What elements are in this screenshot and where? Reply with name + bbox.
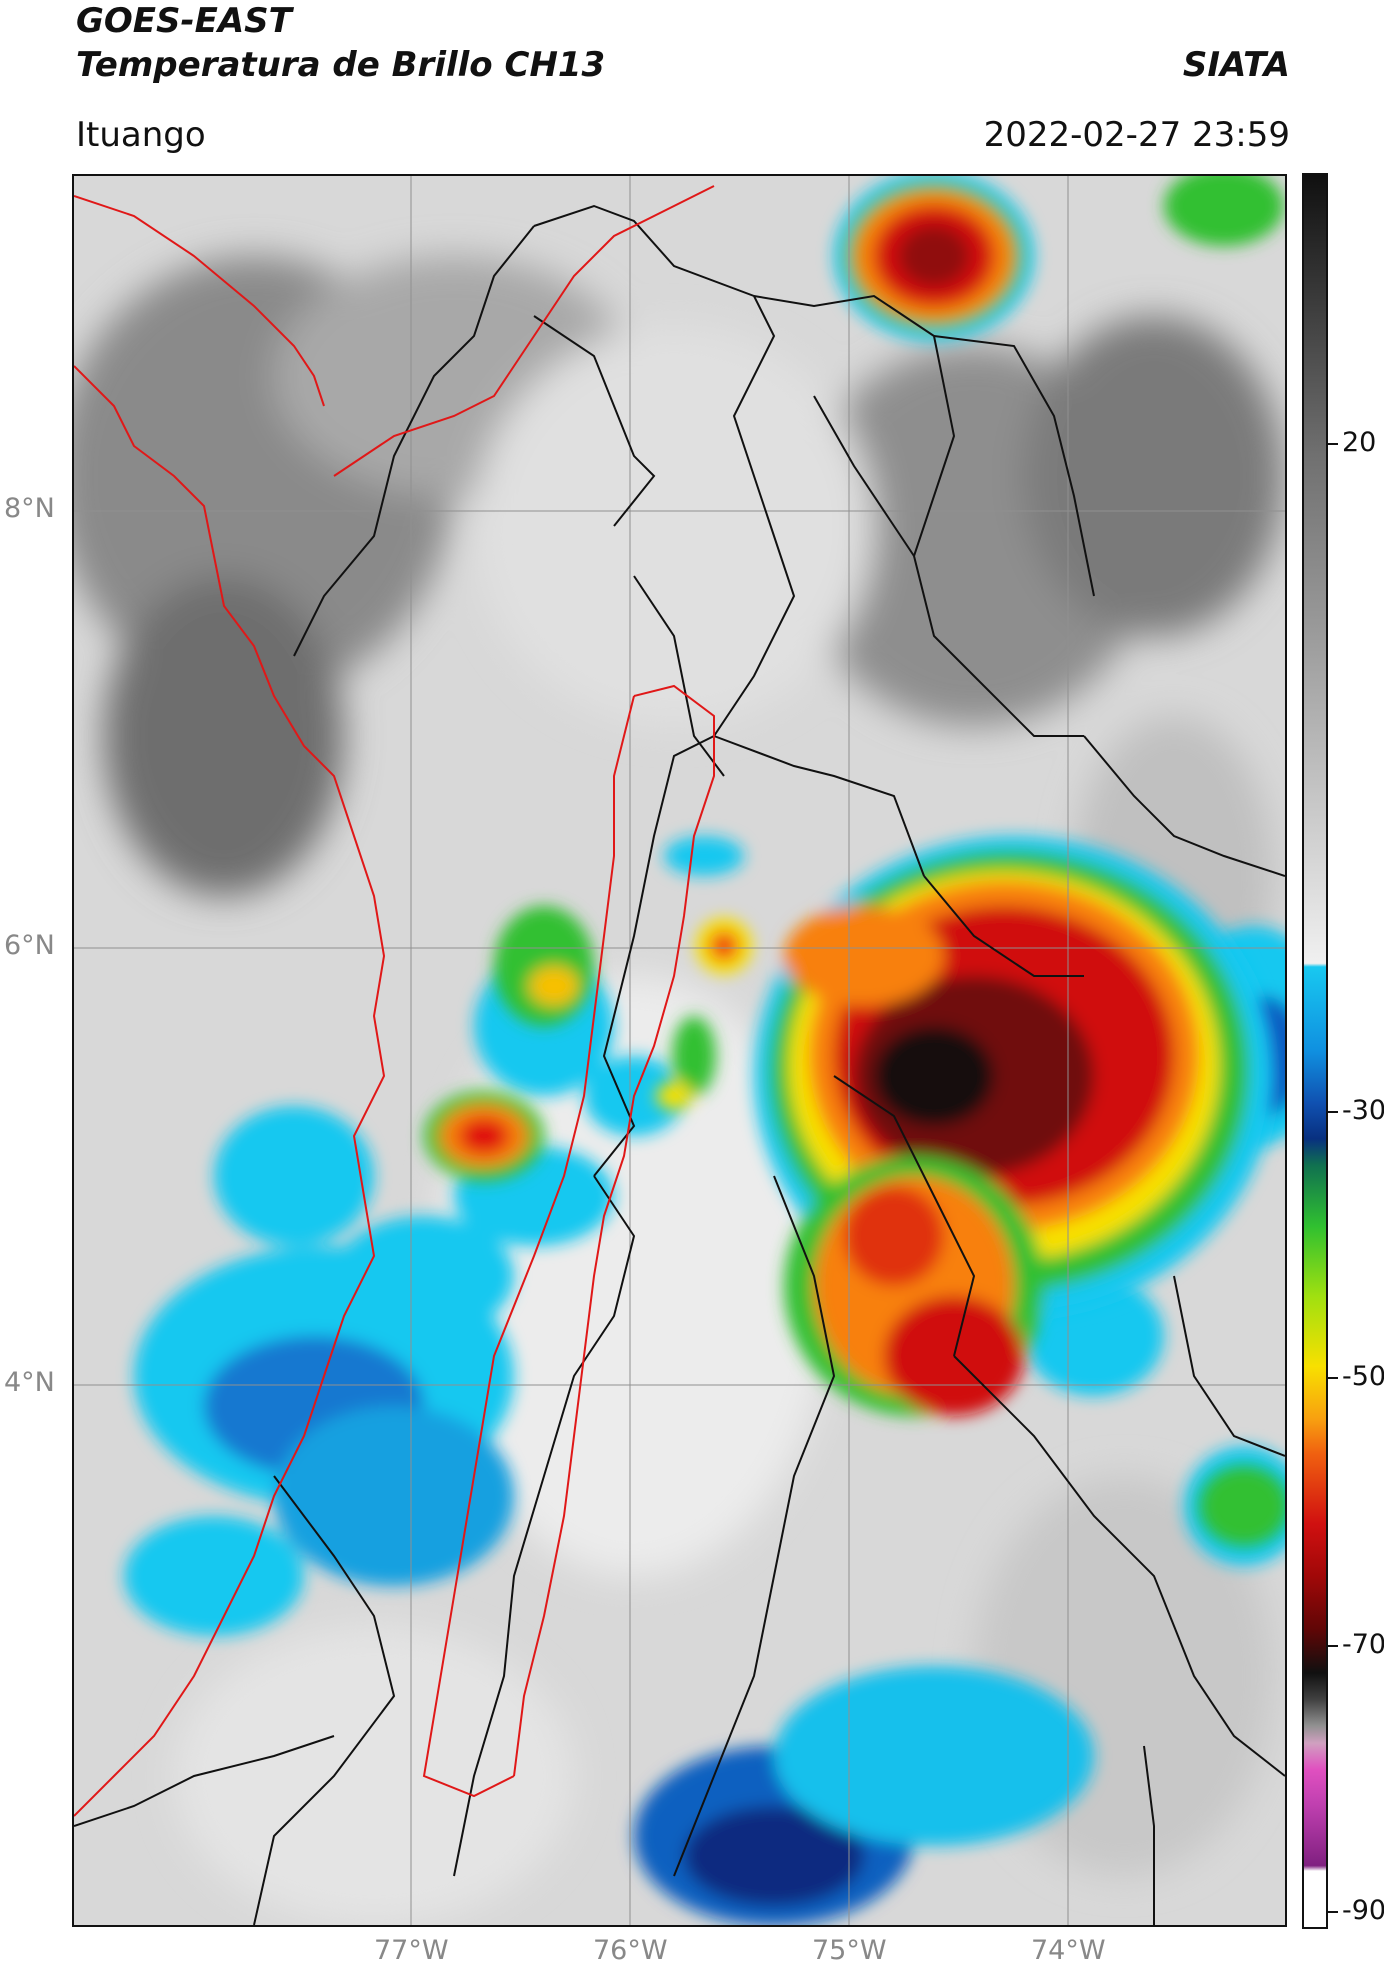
convective-cells-small (424, 906, 1285, 1546)
satellite-map (72, 174, 1287, 1927)
colorbar-label-minus30: -30 (1342, 1095, 1384, 1126)
colorbar-tick-minus90 (1328, 1911, 1338, 1913)
colorbar-tick-minus50 (1328, 1377, 1338, 1379)
lon-label-74w: 74°W (1031, 1935, 1106, 1966)
colorbar-tick-minus70 (1328, 1645, 1338, 1647)
colorbar-label-minus90: -90 (1342, 1895, 1384, 1926)
colorbar-tick-20 (1328, 443, 1338, 445)
timestamp-label: 2022-02-27 23:59 (983, 115, 1290, 155)
organization-label: SIATA (1182, 45, 1290, 85)
department-boundaries (74, 204, 1285, 1925)
coastline-and-basin (74, 185, 715, 1817)
map-title-line2: Temperatura de Brillo CH13 (76, 45, 606, 85)
convective-system-north (834, 176, 1284, 341)
colorbar-label-minus70: -70 (1342, 1629, 1384, 1660)
lat-label-8n: 8°N (4, 493, 55, 524)
lon-label-76w: 76°W (593, 1935, 668, 1966)
convective-system-main (754, 836, 1274, 1416)
colorbar-tick-minus30 (1328, 1111, 1338, 1113)
colorbar (1302, 173, 1328, 1929)
lon-label-77w: 77°W (374, 1935, 449, 1966)
map-canvas (74, 176, 1285, 1925)
location-label: Ituango (76, 115, 206, 155)
map-title-line1: GOES-EAST (76, 1, 292, 41)
lat-label-6n: 6°N (4, 930, 55, 961)
colorbar-label-minus50: -50 (1342, 1361, 1384, 1392)
colorbar-label-20: 20 (1342, 427, 1377, 458)
lat-label-4n: 4°N (4, 1367, 55, 1398)
lon-label-75w: 75°W (812, 1935, 887, 1966)
